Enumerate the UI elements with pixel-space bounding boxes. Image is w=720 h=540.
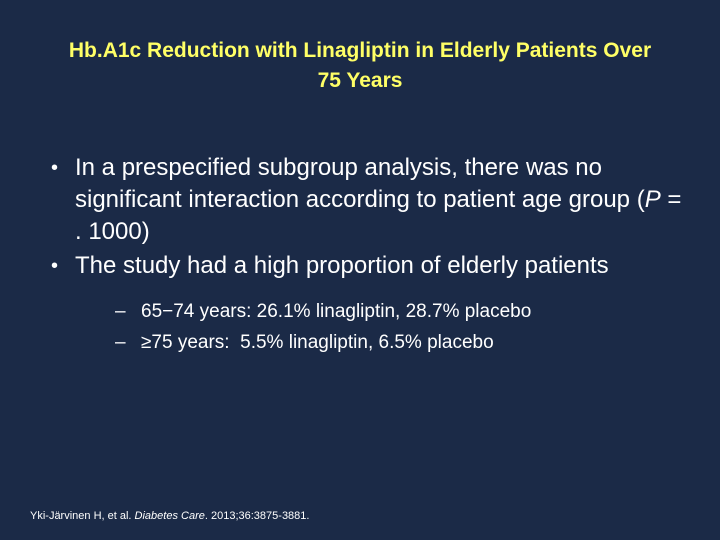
bullet-text: = . 1000) [75,186,682,245]
bullet: The study had a high proportion of elder… [51,250,690,358]
bullet-list: In a prespecified subgroup analysis, the… [51,152,690,360]
sub-bullet: 65−74 years: 26.1% linagliptin, 28.7% pl… [115,296,690,327]
citation: Yki-Järvinen H, et al. Diabetes Care. 20… [30,510,309,522]
sub-bullet: ≥75 years: 5.5% linagliptin, 6.5% placeb… [115,327,690,358]
citation-text: Yki-Järvinen H, et al. [30,510,135,522]
bullet-text: The study had a high proportion of elder… [75,252,609,279]
bullet-text-italic: P [644,186,661,213]
slide-title: Hb.A1c Reduction with Linagliptin in Eld… [68,39,652,92]
citation-journal: Diabetes Care [134,510,205,522]
bullet: In a prespecified subgroup analysis, the… [51,152,690,248]
sub-bullet-list: 65−74 years: 26.1% linagliptin, 28.7% pl… [75,296,690,358]
citation-text: . 2013;36:3875-3881. [204,510,310,522]
bullet-text: In a prespecified subgroup analysis, the… [75,154,645,213]
